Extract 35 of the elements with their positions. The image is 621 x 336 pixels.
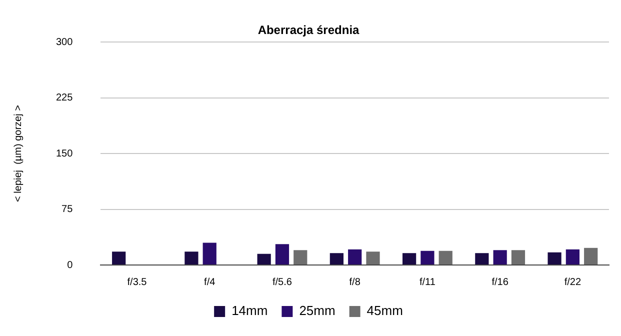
bar xyxy=(493,250,507,264)
x-tick-label: f/3.5 xyxy=(127,276,148,288)
y-tick-label: 225 xyxy=(56,92,74,104)
chart-title: Aberracja średnia xyxy=(258,23,360,38)
bar xyxy=(548,252,562,264)
bar xyxy=(402,253,416,264)
bar xyxy=(348,249,362,264)
bar xyxy=(184,252,198,264)
bar xyxy=(112,252,126,264)
x-tick-label: f/22 xyxy=(564,276,582,288)
x-tick-label: f/11 xyxy=(419,276,436,288)
y-tick-label: 75 xyxy=(62,204,74,215)
bar xyxy=(475,253,489,264)
bar xyxy=(257,254,271,264)
legend-label: 14mm xyxy=(232,303,268,318)
bar xyxy=(511,250,526,264)
bar xyxy=(566,249,580,264)
bar xyxy=(294,250,308,264)
bar xyxy=(330,253,344,264)
legend-label: 45mm xyxy=(366,303,403,318)
x-tick-label: f/5.6 xyxy=(272,276,292,288)
bar xyxy=(584,248,598,264)
x-tick-label: f/4 xyxy=(204,276,216,288)
legend-label: 25mm xyxy=(299,303,336,318)
y-tick-label: 0 xyxy=(67,260,74,271)
bar xyxy=(420,250,434,264)
bar xyxy=(202,242,216,264)
bar xyxy=(438,250,452,264)
y-tick-label: 150 xyxy=(56,148,74,160)
bar xyxy=(275,244,290,264)
bar xyxy=(366,252,380,264)
y-axis-title: < lepiej (µm) gorzej > xyxy=(12,104,24,202)
x-tick-label: f/8 xyxy=(349,276,361,288)
y-tick-label: 300 xyxy=(56,36,74,48)
x-tick-label: f/16 xyxy=(492,276,509,288)
